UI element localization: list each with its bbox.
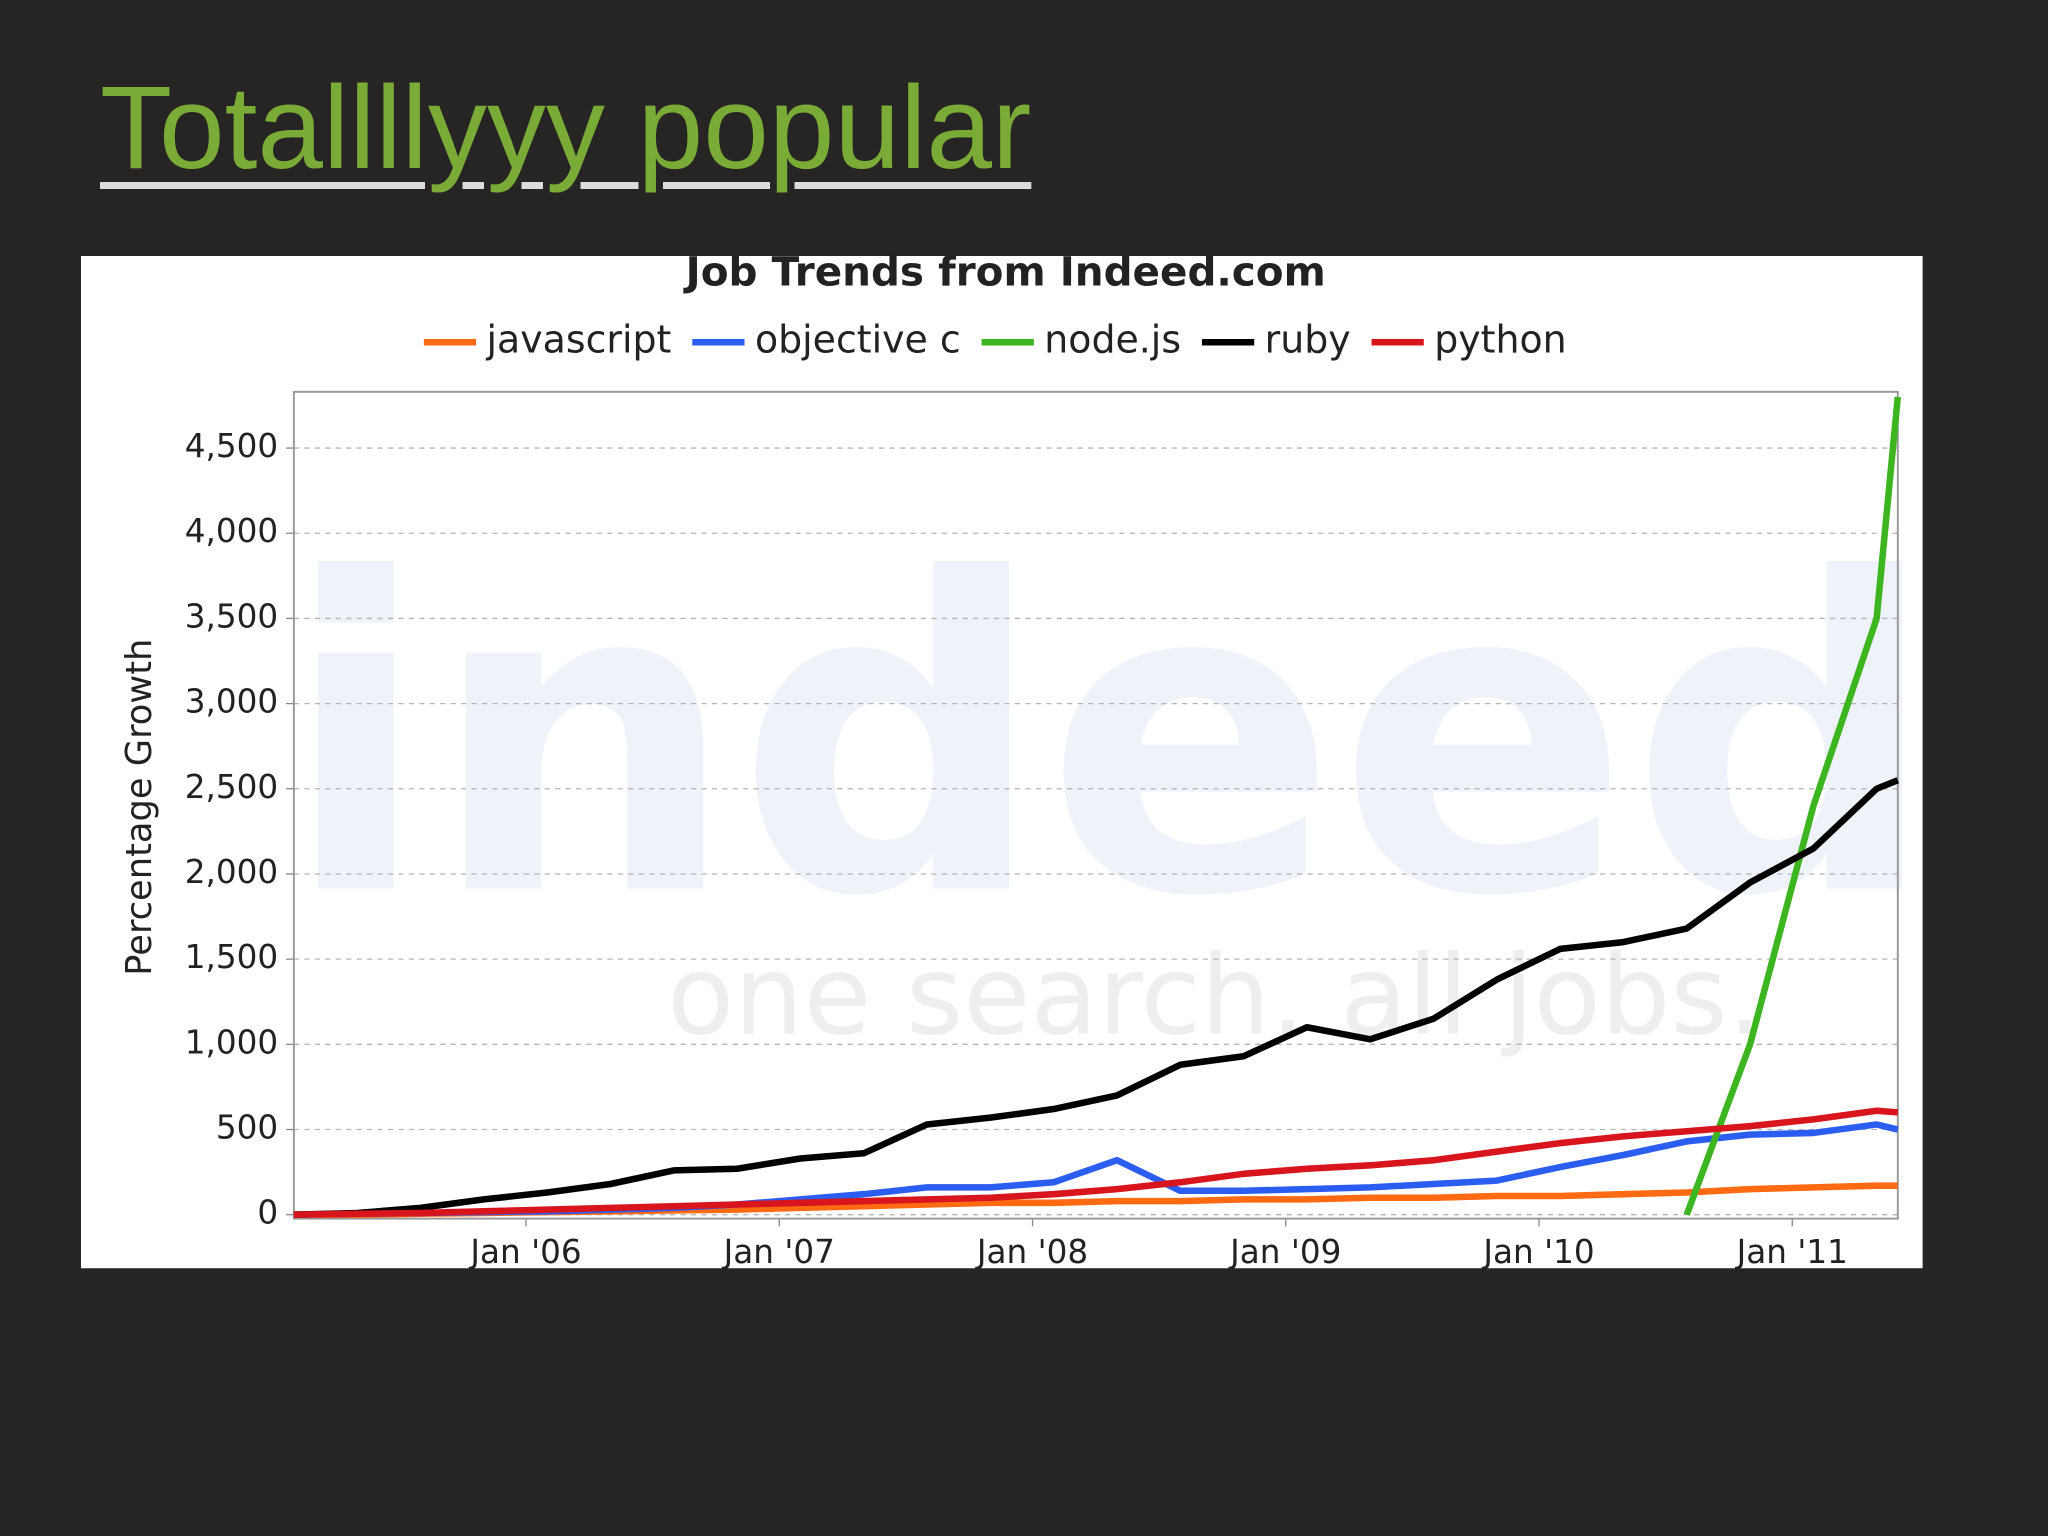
x-tick-label: Jan '09 <box>1228 1233 1341 1271</box>
plot-frame <box>292 390 1899 1220</box>
series-line <box>293 777 1900 1218</box>
x-tick-label: Jan '11 <box>1735 1233 1848 1271</box>
series-line <box>1683 396 1902 1216</box>
legend-label: javascript <box>486 318 672 362</box>
y-tick-label: 2,500 <box>185 768 278 806</box>
slide-title: Totallllyyy popular <box>100 62 1032 194</box>
chart-background <box>80 256 1923 1269</box>
y-tick-label: 3,000 <box>185 683 278 721</box>
watermark: one search. all jobs. <box>667 931 1762 1059</box>
legend-label: python <box>1434 318 1566 362</box>
x-tick-label: Jan '06 <box>468 1233 581 1271</box>
y-tick-label: 4,000 <box>185 512 278 550</box>
legend-label: objective c <box>755 318 961 362</box>
legend-label: node.js <box>1044 318 1181 362</box>
y-tick-label: 1,000 <box>185 1023 278 1061</box>
x-tick-label: Jan '07 <box>722 1233 835 1271</box>
y-tick-label: 1,500 <box>185 938 278 976</box>
y-tick-label: 4,500 <box>185 427 278 465</box>
y-tick-label: 2,000 <box>185 853 278 891</box>
chart-title: Job Trends from Indeed.com <box>683 247 1326 295</box>
x-tick-label: Jan '08 <box>975 1233 1088 1271</box>
y-axis-label: Percentage Growth <box>119 639 160 976</box>
watermark: indeed <box>282 488 1938 990</box>
y-tick-label: 3,500 <box>185 597 278 635</box>
y-tick-label: 0 <box>257 1194 278 1232</box>
x-tick-label: Jan '10 <box>1481 1233 1594 1271</box>
series-line <box>293 1107 1899 1218</box>
y-tick-label: 500 <box>216 1109 278 1147</box>
legend-label: ruby <box>1265 318 1351 362</box>
